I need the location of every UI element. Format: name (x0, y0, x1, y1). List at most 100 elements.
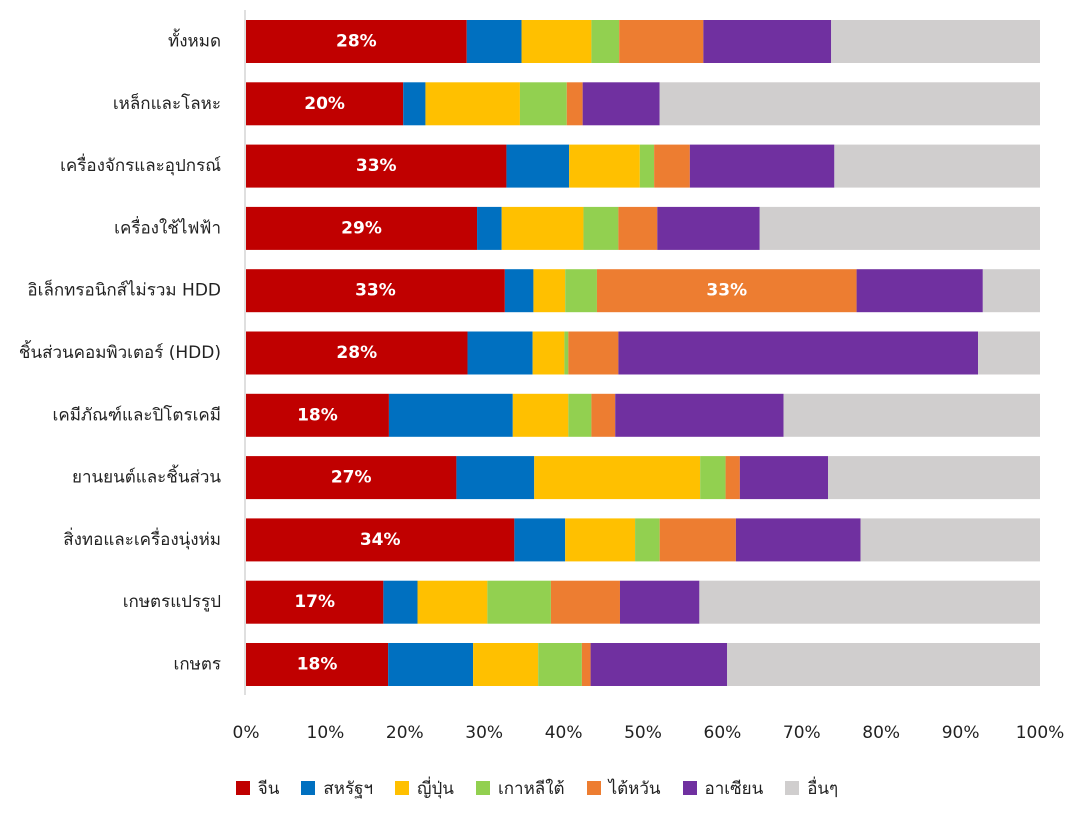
bar-segment (590, 643, 728, 686)
x-tick-label: 20% (386, 723, 424, 743)
legend-item: จีน (235, 775, 279, 802)
category-label: ชิ้นส่วนคอมพิวเตอร์ (HDD) (19, 340, 221, 363)
bar-segment (735, 518, 861, 562)
x-tick-label: 0% (233, 723, 260, 743)
x-tick-label: 50% (624, 723, 662, 743)
bar-segment (659, 518, 736, 562)
x-axis-ticks: 0% 10% 20% 30% 40% 50% 60% 70% 80% 90% 100% (233, 723, 1065, 743)
x-tick-label: 90% (942, 723, 980, 743)
legend-item: ไต้หวัน (586, 775, 661, 802)
data-label: 34% (360, 530, 401, 550)
category-label: เกษตรแปรรูป (123, 592, 221, 612)
bar-segment (568, 393, 592, 437)
bar-segment (860, 518, 1040, 562)
bar-segment (246, 82, 404, 126)
bar-segment (246, 20, 467, 63)
data-label: 28% (336, 32, 377, 52)
bar-segment (619, 580, 700, 624)
bar-segment (550, 580, 620, 624)
bar-segment (403, 82, 426, 126)
bar-segment (388, 643, 474, 686)
category-label: อิเล็กทรอนิกส์ไม่รวม HDD (27, 279, 221, 301)
bar-segment (506, 144, 570, 188)
bars-group (246, 20, 1040, 686)
bar-segment (246, 580, 384, 624)
bar-segment (982, 269, 1040, 313)
data-label: 27% (331, 468, 372, 488)
bar-segment (246, 206, 478, 250)
bar-segment (388, 393, 513, 437)
x-tick-label: 40% (545, 723, 583, 743)
legend-label: เกาหลีใต้ (497, 778, 565, 799)
bar-segment (512, 393, 569, 437)
bar-segment (417, 580, 488, 624)
bar-segment (699, 580, 1040, 624)
bar-segment (727, 643, 1040, 686)
x-tick-label: 60% (704, 723, 742, 743)
data-label: 33% (356, 156, 397, 176)
bar-segment (739, 456, 829, 500)
bar-segment (759, 206, 1040, 250)
bar-segment (566, 82, 583, 126)
bar-segment (615, 393, 784, 437)
category-label: ยานยนต์และชิ้นส่วน (72, 465, 221, 488)
bar-segment (456, 456, 535, 500)
bar-segment (635, 518, 660, 562)
bar-segment (504, 269, 534, 313)
bar-segment (533, 269, 566, 313)
category-label: เหล็กและโลหะ (113, 92, 221, 114)
bar-segment (246, 269, 505, 313)
bar-segment (564, 331, 569, 375)
data-label: 28% (336, 343, 377, 363)
data-label: 33% (355, 281, 396, 301)
bar-segment (828, 456, 1040, 500)
category-label: เครื่องใช้ไฟฟ้า (114, 215, 221, 238)
bar-segment (654, 144, 690, 188)
bar-segment (246, 456, 457, 500)
legend-item: อาเซียน (682, 775, 763, 802)
data-label: 33% (706, 281, 747, 301)
x-tick-label: 30% (465, 723, 503, 743)
bar-segment (477, 206, 502, 250)
bar-segment (246, 643, 389, 686)
bar-segment (703, 20, 832, 63)
bar-segment (582, 82, 660, 126)
legend-swatch (785, 781, 800, 795)
legend-swatch (395, 781, 410, 795)
category-label: เกษตร (174, 655, 221, 675)
legend-item: สหรัฐฯ (301, 775, 373, 802)
legend-label: ไต้หวัน (608, 778, 661, 799)
bar-segment (568, 331, 619, 375)
category-label: สิ่งทอและเครื่องนุ่งห่ม (63, 527, 221, 550)
bar-segment (700, 456, 726, 500)
bar-segment (659, 82, 1040, 126)
category-label: เคมีภัณฑ์และปิโตรเคมี (53, 404, 221, 425)
bar-segment (783, 393, 1040, 437)
bar-segment (383, 580, 418, 624)
data-label: 20% (304, 94, 345, 114)
bar-segment (725, 456, 740, 500)
bar-segment (856, 269, 983, 313)
bar-segment (467, 331, 533, 375)
bar-segment (534, 456, 701, 500)
stacked-bar-chart: ทั้งหมดเหล็กและโลหะเครื่องจักรและอุปกรณ์… (19, 10, 1065, 743)
data-label: 18% (297, 405, 338, 425)
bar-segment (834, 144, 1040, 188)
bar-segment (538, 643, 582, 686)
category-label: เครื่องจักรและอุปกรณ์ (60, 153, 221, 176)
legend-swatch (301, 781, 316, 795)
bar-segment (425, 82, 520, 126)
bar-segment (246, 393, 389, 437)
legend-item: อื่นๆ (785, 775, 838, 802)
bar-segment (639, 144, 655, 188)
legend: จีน สหรัฐฯ ญี่ปุ่น เกาหลีใต้ ไต้หวัน อาเซียน อ… (0, 768, 1074, 808)
bar-segment (831, 20, 1040, 63)
bar-segment (246, 331, 468, 375)
data-label: 18% (297, 655, 338, 675)
bar-segment (596, 269, 857, 313)
data-labels: 28% 20% 33% 29% 33% 33% 28% 18% 27% 34% 17% 18% (294, 32, 747, 675)
bar-segment (473, 643, 539, 686)
bar-segment (466, 20, 522, 63)
legend-label: ญี่ปุ่น (417, 778, 454, 799)
bar-segment (246, 518, 515, 562)
